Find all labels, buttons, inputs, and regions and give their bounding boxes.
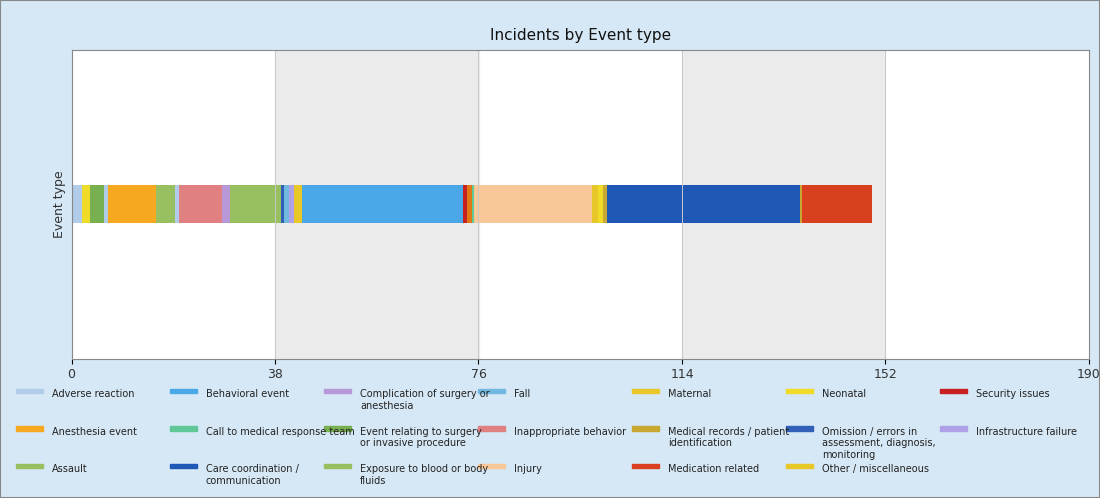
Y-axis label: Event type: Event type bbox=[53, 170, 66, 238]
Bar bbox=[632, 389, 659, 393]
Bar bbox=[72, 185, 82, 224]
Bar bbox=[222, 185, 230, 224]
Bar bbox=[803, 185, 872, 224]
Bar bbox=[16, 464, 43, 469]
Bar bbox=[478, 426, 505, 431]
Text: Adverse reaction: Adverse reaction bbox=[52, 389, 134, 399]
Bar bbox=[786, 426, 813, 431]
Bar bbox=[280, 185, 284, 224]
Bar bbox=[324, 464, 351, 469]
Bar bbox=[108, 185, 156, 224]
Bar bbox=[632, 426, 659, 431]
Text: Inappropriate behavior: Inappropriate behavior bbox=[514, 427, 626, 437]
Text: Call to medical response team: Call to medical response team bbox=[206, 427, 354, 437]
Bar bbox=[16, 426, 43, 431]
Bar bbox=[275, 50, 478, 359]
Bar bbox=[682, 50, 886, 359]
Bar bbox=[170, 426, 197, 431]
Text: Maternal: Maternal bbox=[668, 389, 712, 399]
Bar bbox=[103, 185, 108, 224]
Bar bbox=[468, 185, 472, 224]
Bar bbox=[786, 464, 813, 469]
Bar bbox=[472, 185, 474, 224]
Bar bbox=[90, 185, 103, 224]
Bar bbox=[463, 185, 467, 224]
Bar bbox=[82, 185, 90, 224]
Text: Anesthesia event: Anesthesia event bbox=[52, 427, 138, 437]
Text: Medical records / patient
identification: Medical records / patient identification bbox=[668, 427, 789, 448]
Bar bbox=[302, 185, 463, 224]
Text: Omission / errors in
assessment, diagnosis,
monitoring: Omission / errors in assessment, diagnos… bbox=[822, 427, 936, 460]
Bar bbox=[800, 185, 803, 224]
Bar bbox=[786, 389, 813, 393]
Bar bbox=[170, 389, 197, 393]
Text: Fall: Fall bbox=[514, 389, 530, 399]
Bar bbox=[179, 185, 222, 224]
Bar bbox=[940, 389, 967, 393]
Bar bbox=[940, 426, 967, 431]
Text: Care coordination /
communication: Care coordination / communication bbox=[206, 464, 299, 486]
Text: Exposure to blood or body
fluids: Exposure to blood or body fluids bbox=[360, 464, 488, 486]
Bar bbox=[474, 185, 592, 224]
Bar bbox=[598, 185, 603, 224]
Bar bbox=[175, 185, 179, 224]
Text: Other / miscellaneous: Other / miscellaneous bbox=[822, 464, 930, 475]
Bar bbox=[324, 426, 351, 431]
Bar bbox=[324, 389, 351, 393]
Text: Injury: Injury bbox=[514, 464, 542, 475]
Bar bbox=[592, 185, 598, 224]
Bar bbox=[603, 185, 607, 224]
Bar bbox=[632, 464, 659, 469]
Bar bbox=[170, 464, 197, 469]
Title: Incidents by Event type: Incidents by Event type bbox=[490, 28, 671, 43]
Bar bbox=[284, 185, 289, 224]
Bar bbox=[156, 185, 175, 224]
Bar bbox=[478, 389, 505, 393]
Text: Complication of surgery or
anesthesia: Complication of surgery or anesthesia bbox=[360, 389, 490, 411]
Bar bbox=[289, 185, 295, 224]
Text: Medication related: Medication related bbox=[668, 464, 759, 475]
Text: Assault: Assault bbox=[52, 464, 88, 475]
Text: Infrastructure failure: Infrastructure failure bbox=[976, 427, 1077, 437]
Text: Security issues: Security issues bbox=[976, 389, 1049, 399]
Bar bbox=[478, 464, 505, 469]
Bar bbox=[16, 389, 43, 393]
Bar bbox=[607, 185, 800, 224]
Text: Event relating to surgery
or invasive procedure: Event relating to surgery or invasive pr… bbox=[360, 427, 482, 448]
Bar bbox=[230, 185, 280, 224]
Text: Behavioral event: Behavioral event bbox=[206, 389, 289, 399]
Bar bbox=[295, 185, 302, 224]
Text: Neonatal: Neonatal bbox=[822, 389, 866, 399]
